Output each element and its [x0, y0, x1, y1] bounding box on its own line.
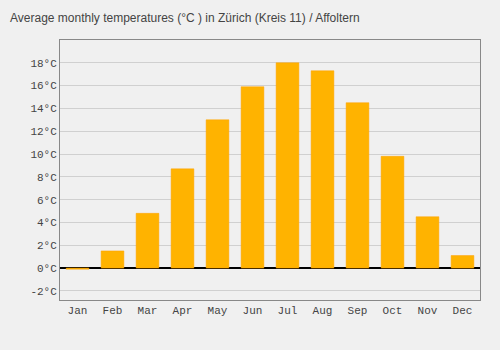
svg-text:14°C: 14°C [30, 103, 57, 115]
svg-text:Jun: Jun [243, 305, 263, 317]
svg-text:Apr: Apr [173, 305, 193, 317]
svg-text:2°C: 2°C [37, 240, 57, 252]
svg-text:-2°C: -2°C [30, 286, 57, 298]
svg-text:Dec: Dec [453, 305, 473, 317]
svg-text:8°C: 8°C [37, 172, 57, 184]
svg-text:Jul: Jul [278, 305, 298, 317]
svg-text:18°C: 18°C [30, 58, 57, 70]
svg-text:4°C: 4°C [37, 217, 57, 229]
svg-text:Average monthly temperatures (: Average monthly temperatures (°C ) in Zü… [10, 11, 360, 25]
svg-text:May: May [208, 305, 228, 317]
svg-text:0°C: 0°C [37, 263, 57, 275]
svg-text:12°C: 12°C [30, 126, 57, 138]
svg-text:Nov: Nov [418, 305, 438, 317]
svg-text:16°C: 16°C [30, 80, 57, 92]
svg-text:Oct: Oct [383, 305, 403, 317]
svg-text:10°C: 10°C [30, 149, 57, 161]
svg-text:Jan: Jan [68, 305, 88, 317]
svg-text:Mar: Mar [138, 305, 158, 317]
svg-text:Feb: Feb [103, 305, 123, 317]
svg-text:Sep: Sep [348, 305, 368, 317]
svg-text:Aug: Aug [313, 305, 333, 317]
svg-text:6°C: 6°C [37, 195, 57, 207]
